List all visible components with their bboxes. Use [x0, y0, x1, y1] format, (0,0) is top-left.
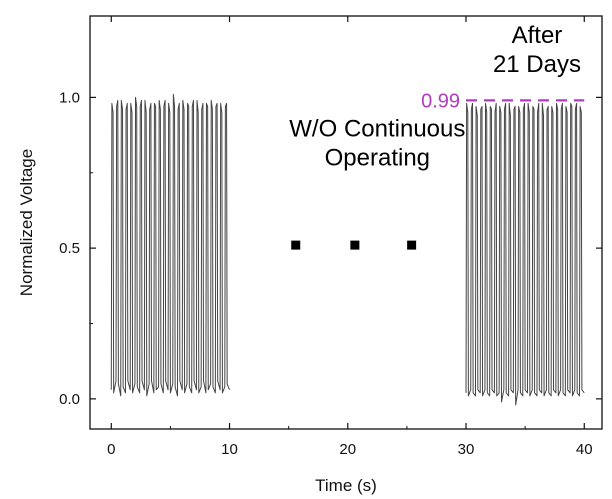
plot-frame — [89, 15, 603, 430]
x-axis-title: Time (s) — [315, 476, 377, 495]
y-tick-label: 0.5 — [59, 240, 80, 257]
y-tick-label: 1.0 — [59, 89, 80, 106]
x-tick-label: 20 — [339, 441, 356, 458]
gap-marker — [291, 240, 301, 250]
x-tick-label: 40 — [576, 441, 593, 458]
x-tick-label: 10 — [221, 441, 238, 458]
annotation-gap-line: W/O Continuous — [289, 116, 465, 143]
annotation-after-line: 21 Days — [493, 51, 581, 78]
gap-marker — [407, 240, 417, 250]
series-line-after-21-days — [465, 102, 585, 406]
y-axis-title: Normalized Voltage — [17, 149, 36, 296]
y-tick-label: 0.0 — [59, 391, 80, 408]
series-line-initial — [110, 93, 230, 397]
x-tick-label: 0 — [107, 441, 115, 458]
gap-marker — [350, 240, 360, 250]
reference-line-label: 0.99 — [421, 90, 460, 112]
annotation-after-line: After — [512, 22, 563, 49]
x-tick-label: 30 — [458, 441, 475, 458]
annotation-gap-line: Operating — [325, 145, 430, 172]
